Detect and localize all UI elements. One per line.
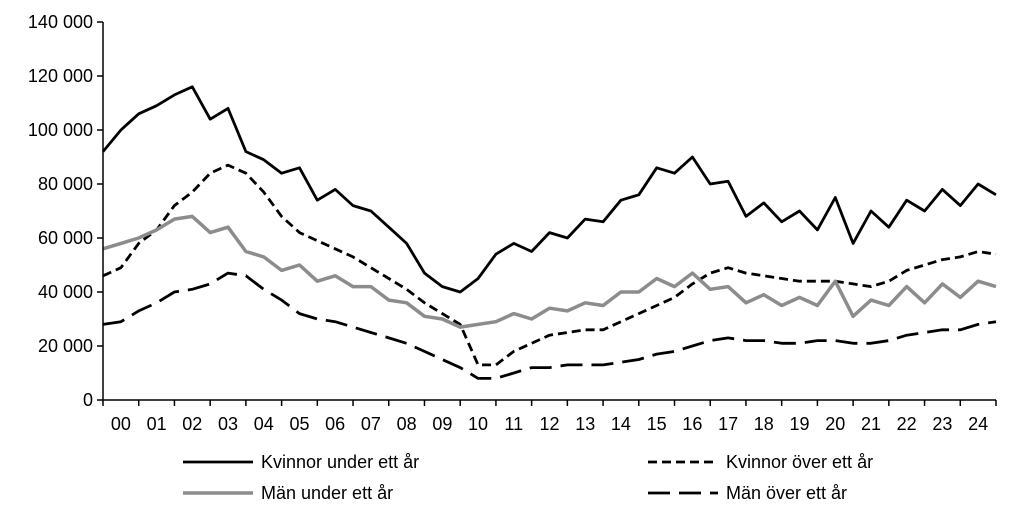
x-tick-label: 06: [325, 414, 345, 434]
x-axis-ticks: 00 01 02 03 04 05 06 07 08 09 10 11 12 13 14 15 16 17 18 19…: [102, 400, 997, 434]
x-tick-label: 21: [861, 414, 881, 434]
x-tick-label: 08: [397, 414, 417, 434]
x-tick-label: 04: [254, 414, 274, 434]
series-line-3: [102, 214, 997, 329]
y-tick-label: 100 000: [28, 120, 93, 140]
x-tick-label: 00: [111, 414, 131, 434]
x-tick-label: 22: [897, 414, 917, 434]
x-tick-label: 15: [647, 414, 667, 434]
y-tick-label: 140 000: [28, 12, 93, 32]
y-tick-label: 20 000: [38, 336, 93, 356]
x-tick-label: 05: [289, 414, 309, 434]
series-line-4: [102, 271, 997, 380]
x-tick-label: 18: [754, 414, 774, 434]
series-lines: [101, 85, 997, 380]
x-tick-label: 13: [575, 414, 595, 434]
x-tick-label: 12: [539, 414, 559, 434]
x-tick-label: 10: [468, 414, 488, 434]
x-tick-label: 09: [432, 414, 452, 434]
x-tick-label: 16: [682, 414, 702, 434]
y-tick-label: 0: [83, 390, 93, 410]
x-tick-label: 17: [718, 414, 738, 434]
y-tick-label: 120 000: [28, 66, 93, 86]
x-tick-label: 07: [361, 414, 381, 434]
x-tick-label: 23: [932, 414, 952, 434]
x-tick-label: 03: [218, 414, 238, 434]
y-tick-label: 40 000: [38, 282, 93, 302]
x-tick-label: 02: [182, 414, 202, 434]
y-axis-ticks: 0 20 000 40 000 60 000 80 000 100 000 120 000 1…: [28, 12, 103, 410]
legend: Kvinnor under ett år Kvinnor över ett år M…: [183, 452, 873, 503]
x-tick-label: 01: [147, 414, 167, 434]
legend-label: Män under ett år: [261, 483, 393, 503]
x-tick-label: 11: [504, 414, 523, 434]
series-line-2: [102, 163, 997, 367]
legend-label: Män över ett år: [726, 483, 847, 503]
y-tick-label: 80 000: [38, 174, 93, 194]
y-tick-label: 60 000: [38, 228, 93, 248]
series-line-1: [101, 85, 997, 294]
x-tick-label: 14: [611, 414, 631, 434]
legend-label: Kvinnor över ett år: [726, 452, 873, 472]
x-tick-label: 20: [825, 414, 845, 434]
x-tick-label: 24: [968, 414, 988, 434]
legend-label: Kvinnor under ett år: [261, 452, 419, 472]
x-tick-label: 19: [790, 414, 810, 434]
